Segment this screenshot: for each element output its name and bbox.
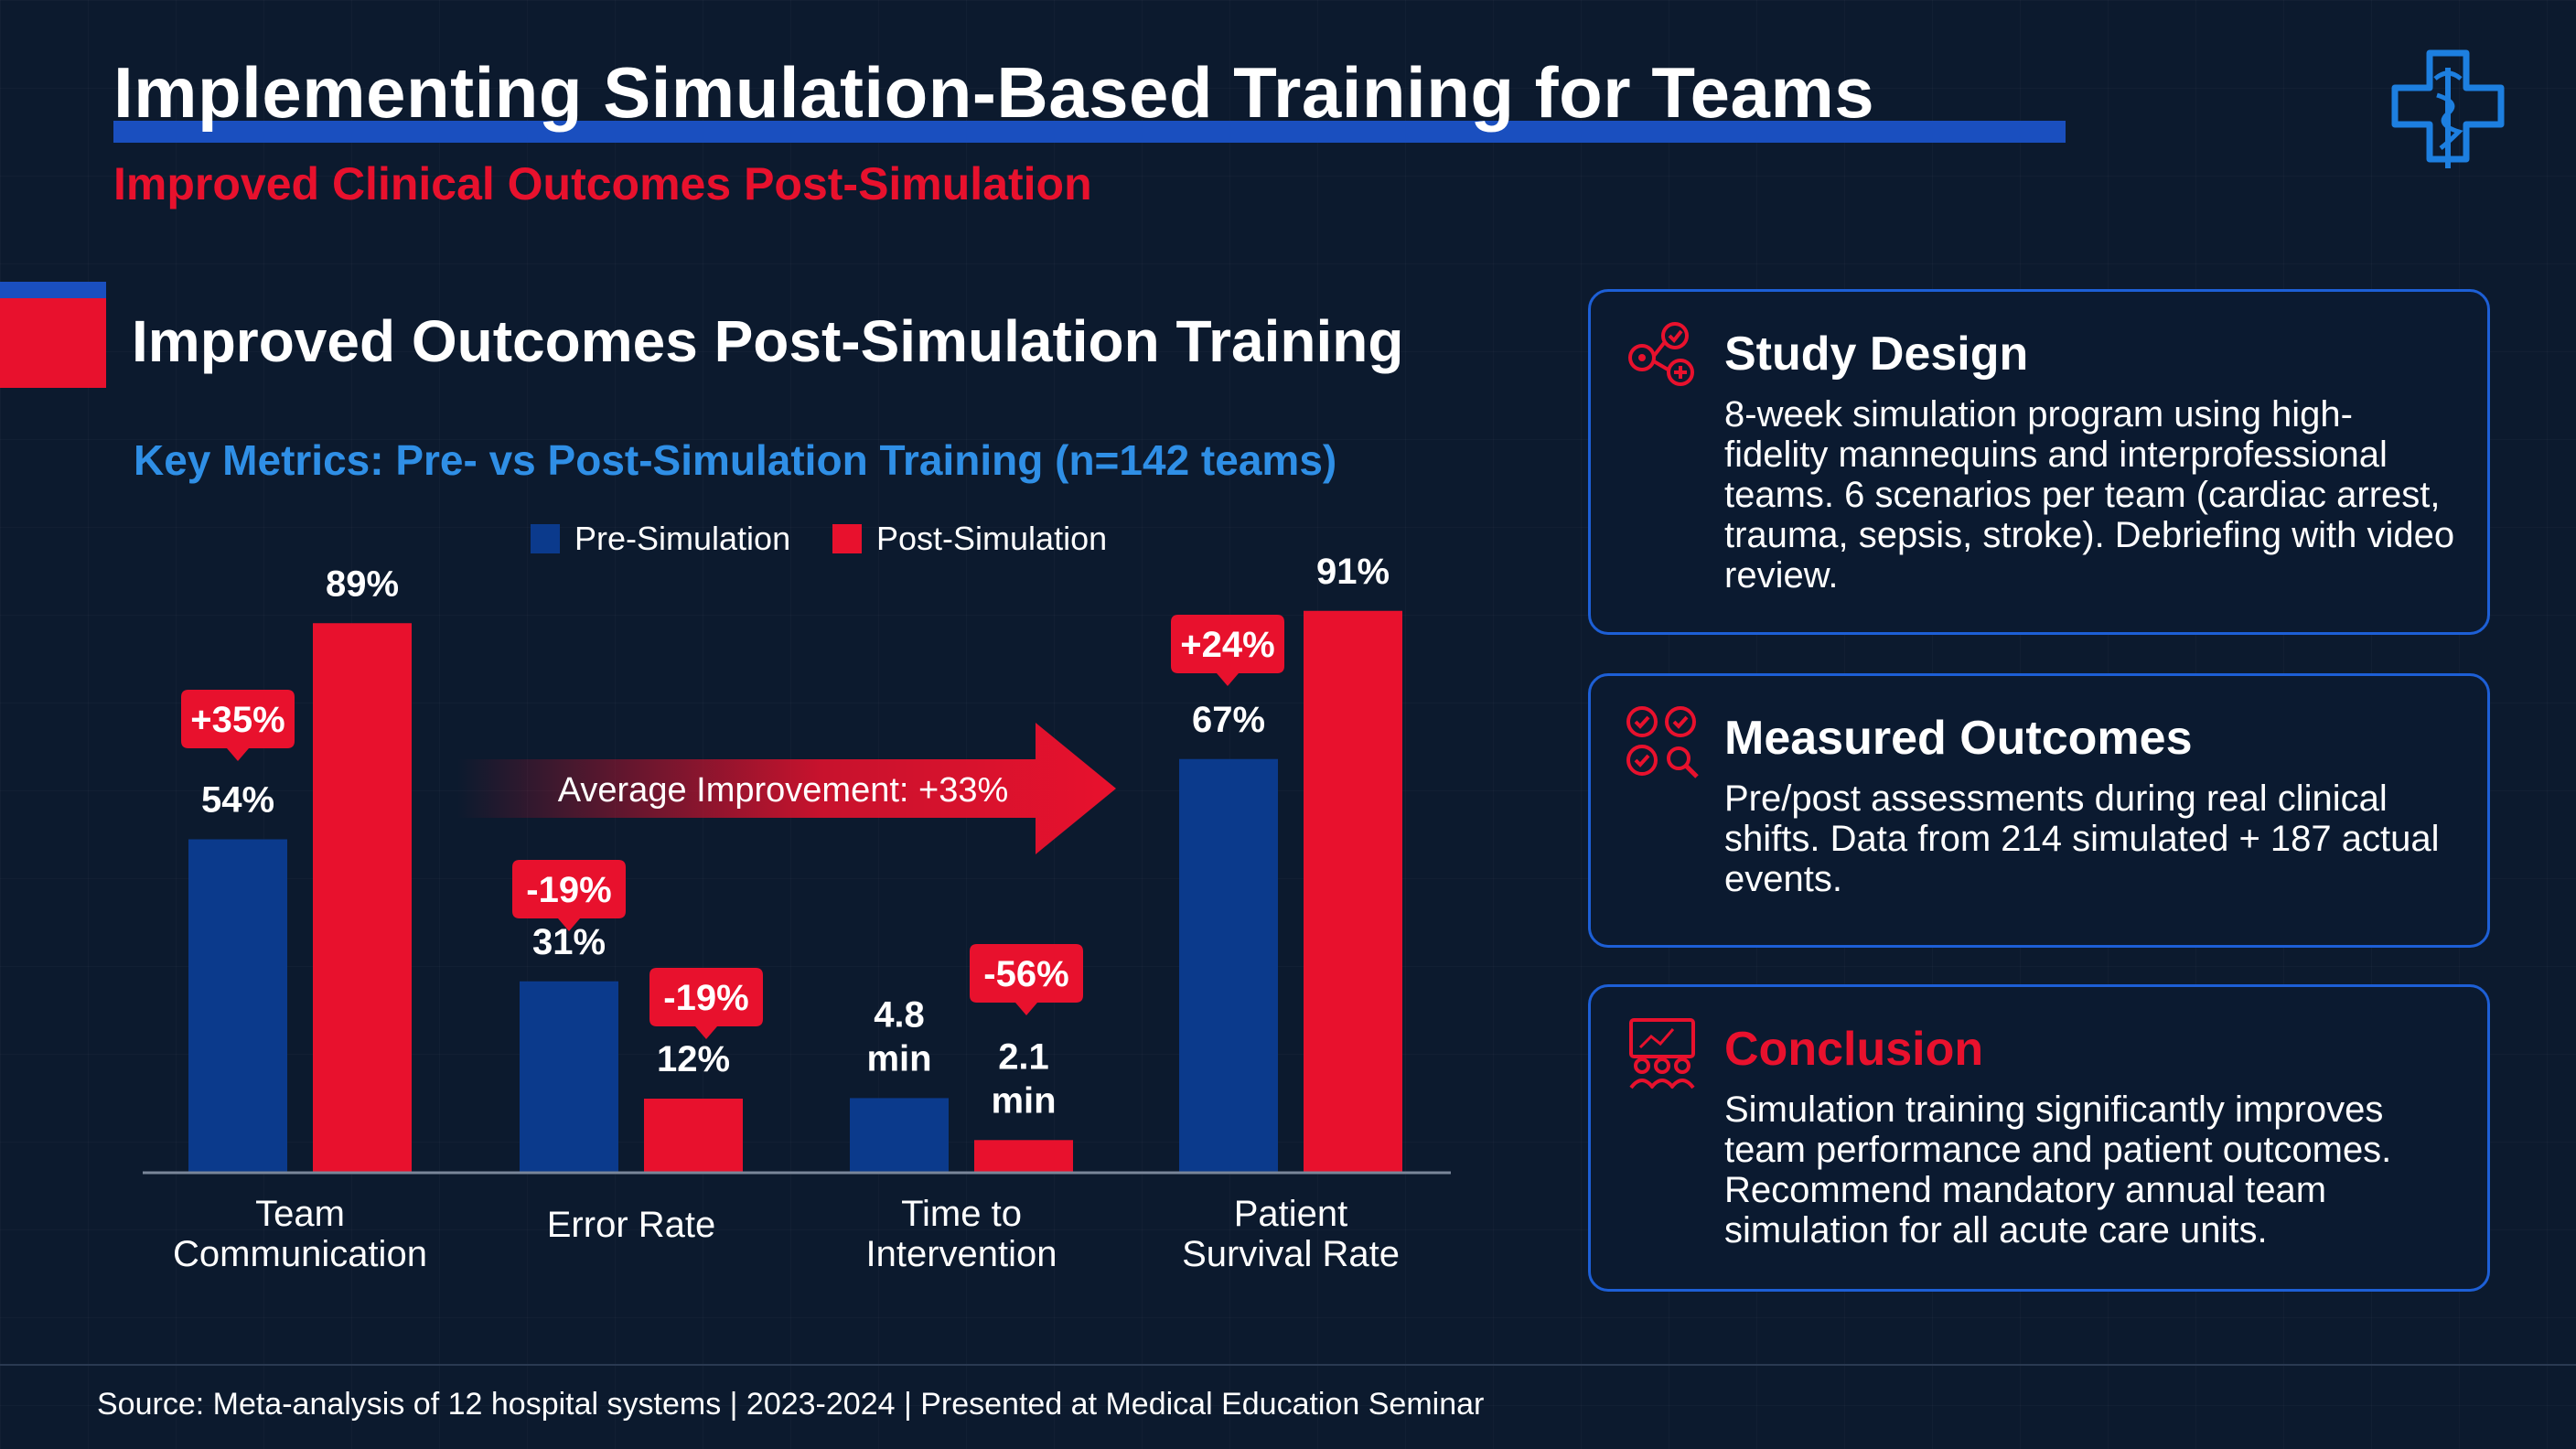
panel-study-design: Study Design 8-week simulation program u… [1588,289,2490,635]
change-badge: -56% [970,944,1083,1015]
change-badge-shape [1171,615,1284,686]
x-axis-category-label: Patient Survival Rate [1182,1194,1400,1274]
data-label-pre: 54% [201,780,274,821]
change-badge: -19% [512,860,626,931]
page-title: Implementing Simulation-Based Training f… [113,52,1875,133]
change-badge: +35% [181,690,295,761]
change-badge-label: +24% [1180,625,1274,665]
bar-chart: Average Improvement: +33% 54%89%31%12%4.… [143,552,1451,1274]
checklist-circles-icon [1626,706,1699,778]
panel-title: Study Design [1724,327,2029,381]
bar-post-simulation [644,1099,743,1173]
section-accent-red [0,298,106,388]
change-badge-label: -19% [663,978,748,1018]
bar-post-simulation [1304,610,1402,1173]
panel-conclusion: Conclusion Simulation training significa… [1588,984,2490,1292]
change-badge-label: +35% [190,700,284,740]
bar-pre-simulation [188,839,287,1173]
panel-body: Simulation training significantly improv… [1724,1089,2392,1250]
change-badge-shape [181,690,295,761]
section-accent-blue [0,282,106,298]
change-badge-shape [512,860,626,931]
legend-label-pre: Pre-Simulation [574,520,791,557]
legend-swatch-pre [531,524,560,553]
bar-post-simulation [313,623,412,1173]
title-underline [113,121,2066,143]
bar-pre-simulation [1179,758,1278,1173]
legend-item-pre: Pre-Simulation [531,520,790,558]
team-presentation-icon [1629,1018,1695,1089]
data-label-pre: 67% [1192,700,1265,740]
change-badge-label: -56% [983,954,1068,994]
data-label-post: 91% [1316,552,1390,592]
chart-subtitle: Key Metrics: Pre- vs Post-Simulation Tra… [134,436,1337,484]
footer-source: Source: Meta-analysis of 12 hospital sys… [97,1387,1485,1422]
data-label-post: 89% [326,564,399,604]
average-improvement-arrow [457,723,1116,854]
panel-body: Pre/post assessments during real clinica… [1724,778,2440,899]
legend-item-post: Post-Simulation [832,520,1107,558]
bar-pre-simulation [520,981,618,1173]
data-label-pre: 4.8 min [866,994,931,1079]
medical-cross-caduceus-icon [2391,49,2505,168]
change-badge-label: -19% [526,870,611,910]
footer-divider [0,1364,2576,1366]
legend-label-post: Post-Simulation [876,520,1108,557]
change-badge-shape [970,944,1083,1015]
x-axis-category-label: Error Rate [547,1205,716,1245]
x-axis-category-label: Time to Intervention [865,1194,1057,1274]
x-axis-category-label: Team Communication [173,1194,427,1274]
data-label-post: 12% [657,1039,730,1079]
panel-title: Measured Outcomes [1724,712,2193,765]
process-network-icon [1628,322,1694,386]
change-badge: +24% [1171,615,1284,686]
panel-body: 8-week simulation program using high-fid… [1724,394,2455,596]
panel-title: Conclusion [1724,1023,1984,1076]
change-badge-shape [649,968,763,1039]
bar-post-simulation [974,1140,1073,1173]
bar-pre-simulation [850,1098,949,1173]
legend-swatch-post [832,524,862,553]
section-title: Improved Outcomes Post-Simulation Traini… [132,308,1404,374]
data-label-post: 2.1 min [991,1036,1056,1121]
panel-measured-outcomes: Measured Outcomes Pre/post assessments d… [1588,673,2490,948]
average-improvement-label: Average Improvement: +33% [558,771,1009,810]
change-badge: -19% [649,968,763,1039]
page-subtitle: Improved Clinical Outcomes Post-Simulati… [113,158,1092,209]
